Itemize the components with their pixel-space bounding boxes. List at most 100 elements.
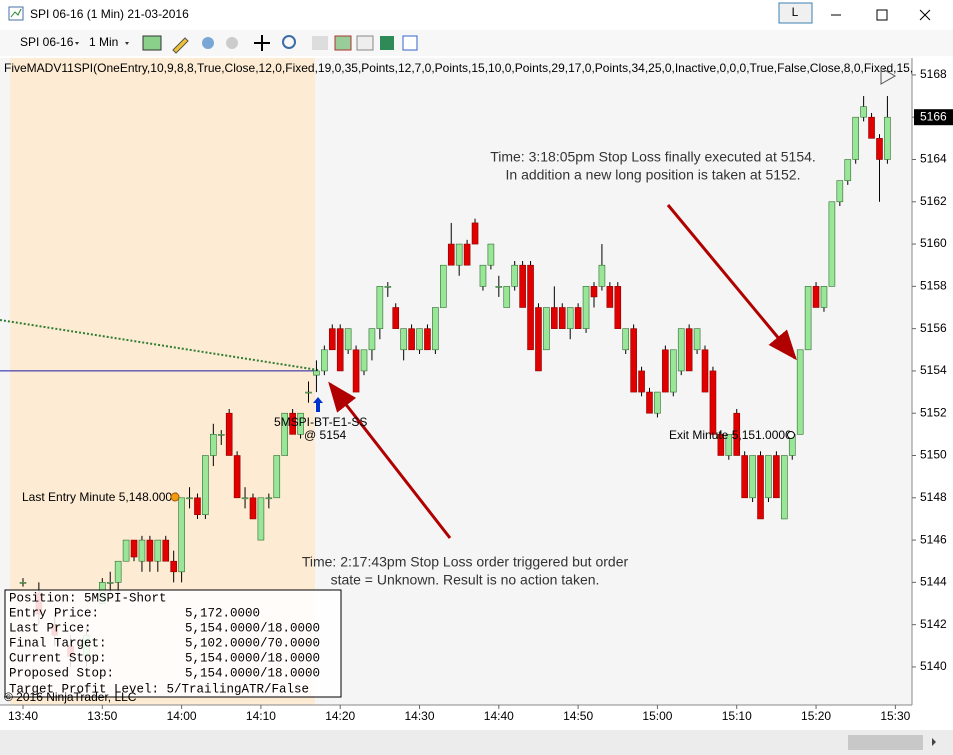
candle-body — [709, 370, 717, 435]
position-label: Current Stop: — [9, 651, 107, 665]
bars-icon[interactable] — [142, 35, 162, 51]
candle-body — [812, 286, 820, 308]
candle-body — [511, 264, 518, 287]
template-icon[interactable] — [356, 35, 374, 51]
remove-icon[interactable] — [226, 37, 238, 49]
candle-body — [717, 434, 725, 456]
entry-arrow — [313, 397, 323, 412]
candle-body — [765, 455, 772, 499]
candle-body — [265, 497, 273, 500]
candle-body — [281, 412, 289, 456]
candle-body — [210, 434, 217, 456]
candle-body — [614, 286, 622, 329]
candle-body — [186, 497, 193, 500]
candle-body — [535, 307, 542, 372]
candle-body — [733, 412, 741, 456]
last-price-box — [914, 109, 953, 126]
candle-body — [868, 116, 875, 139]
candle-body — [836, 180, 844, 203]
draw-icon[interactable] — [172, 37, 189, 54]
candle-body — [884, 116, 891, 160]
candle-body — [217, 434, 225, 436]
y-tick-label: 5152 — [920, 405, 947, 419]
candle-body — [241, 497, 249, 500]
candle-body — [852, 116, 859, 160]
maximize-button[interactable] — [876, 9, 888, 21]
close-button[interactable] — [919, 9, 931, 21]
window-title: SPI 06-16 (1 Min) 21-03-2016 — [30, 7, 189, 21]
candle-body — [630, 328, 637, 393]
candle-body — [360, 349, 368, 372]
strategy-icon[interactable] — [334, 35, 352, 51]
x-tick-label: 15:10 — [722, 709, 752, 723]
candle-body — [352, 349, 360, 393]
app-icon-line — [10, 8, 22, 18]
y-tick-label: 5150 — [920, 448, 947, 462]
x-tick-label: 15:30 — [880, 709, 910, 723]
candle-body — [558, 307, 566, 329]
x-tick-label: 13:40 — [8, 709, 38, 723]
position-value: 5,154.0000/18.0000 — [185, 651, 320, 665]
candle-body — [804, 286, 812, 351]
candle-body — [249, 497, 257, 520]
candle-body — [669, 349, 677, 393]
candle-body — [519, 264, 526, 308]
y-tick-label: 5154 — [920, 363, 947, 377]
x-tick-label: 15:00 — [642, 709, 672, 723]
candle-body — [463, 243, 471, 266]
position-label: Last Price: — [9, 621, 92, 635]
position-title: Position: 5MSPI-Short — [9, 591, 167, 605]
instrument-selector[interactable]: SPI 06-16 — [20, 35, 74, 49]
x-tick-label: 14:10 — [246, 709, 276, 723]
last-price-label: 5166 — [920, 109, 947, 123]
candle-body — [408, 328, 415, 351]
annotation-arrow — [666, 204, 797, 361]
link-button-label[interactable]: L — [792, 5, 799, 19]
candle-body — [781, 455, 788, 520]
scroll-thumb[interactable] — [848, 735, 923, 750]
candle-body — [725, 434, 733, 456]
candle-body — [606, 286, 614, 308]
candle-body — [154, 539, 162, 562]
y-tick-label: 5160 — [920, 236, 947, 250]
candle-body — [305, 391, 312, 394]
cursor-icon[interactable] — [254, 35, 270, 51]
trade-icon[interactable] — [380, 36, 394, 50]
position-footer: Target Profit Level: 5/TrailingATR/False — [9, 682, 309, 696]
y-tick-label: 5156 — [920, 321, 947, 335]
candle-body — [860, 106, 867, 118]
x-tick-label: 14:40 — [484, 709, 514, 723]
entry-label: @ 5154 — [304, 428, 347, 442]
interval-selector[interactable]: 1 Min — [89, 35, 118, 49]
candle-body — [582, 286, 590, 329]
candle-body — [146, 539, 154, 562]
scroll-right[interactable] — [932, 738, 936, 746]
candle-body — [566, 307, 574, 329]
candle-body — [471, 222, 479, 245]
exit-marker — [787, 431, 795, 439]
candle-body — [455, 243, 463, 266]
data-box-icon[interactable] — [402, 35, 418, 51]
candle-body — [551, 307, 558, 329]
annotation-text: Time: 2:17:43pm Stop Loss order triggere… — [302, 554, 629, 570]
dropdown-arrow — [75, 42, 79, 45]
candle-body — [106, 582, 114, 584]
crosshair-icon[interactable] — [202, 37, 214, 49]
scroll-end-icon[interactable] — [880, 67, 897, 85]
toolbar-icons[interactable] — [142, 35, 418, 54]
candle-body — [384, 286, 392, 288]
annotation-text: Time: 3:18:05pm Stop Loss finally execut… — [490, 149, 816, 165]
candle-body — [495, 286, 503, 288]
position-label: Proposed Stop: — [9, 666, 114, 680]
time-axis — [0, 705, 912, 730]
candle-body — [122, 539, 130, 562]
link-button[interactable] — [778, 2, 813, 24]
candle-body — [416, 328, 423, 351]
zoom-icon[interactable] — [282, 35, 296, 49]
candle-body — [440, 264, 447, 308]
props-icon[interactable] — [312, 36, 328, 50]
candle-body — [796, 349, 804, 435]
candle-body — [447, 243, 455, 266]
candle-body — [257, 497, 265, 541]
